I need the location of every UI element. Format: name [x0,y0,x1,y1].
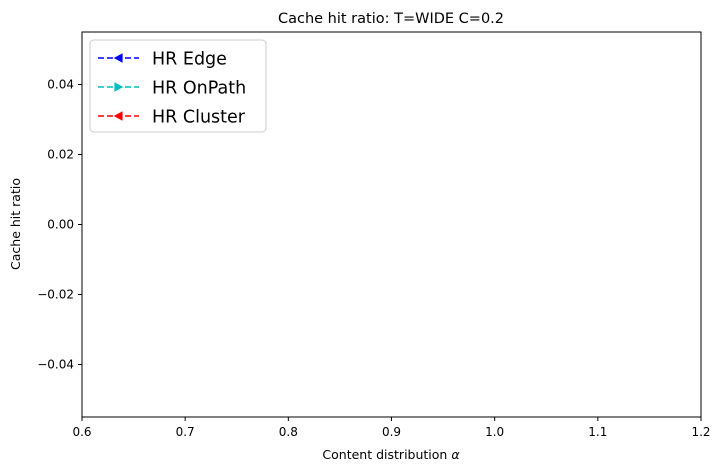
axis-ticks: 0.6 0.7 0.8 0.9 1.0 1.1 1.2 −0.04 −0.02 0.00 0.02 0… [37,78,710,440]
legend-label: HR OnPath [152,79,246,99]
legend-marker [113,111,123,121]
x-tick-label: 1.0 [485,425,504,439]
plot-area-frame [81,31,702,418]
y-axis-label: Cache hit ratio [8,178,23,270]
x-tick-label: 0.7 [176,425,195,439]
legend-marker [113,53,123,63]
y-tick-label: −0.02 [37,288,74,302]
x-tick-label: 0.6 [72,425,91,439]
chart-title: Cache hit ratio: T=WIDE C=0.2 [278,11,504,27]
x-axis-label-symbol: α [451,447,460,462]
legend-entries: HR Edge HR OnPath HR Cluster [98,50,246,128]
legend-label: HR Edge [152,50,227,70]
x-axis-label-prefix: Content distribution [322,447,451,462]
y-tick-label: 0.02 [47,148,74,162]
y-tick-label: 0.04 [47,78,74,92]
x-tick-label: 1.2 [691,425,710,439]
legend: HR Edge HR OnPath HR Cluster [89,39,267,133]
x-axis-label: Content distribution α [322,447,460,462]
y-tick-label: −0.04 [37,358,74,372]
x-tick-label: 1.1 [588,425,607,439]
x-tick-label: 0.8 [279,425,298,439]
x-tick-label: 0.9 [382,425,401,439]
legend-box [89,39,267,133]
legend-marker [114,82,124,92]
legend-label: HR Cluster [152,108,246,128]
y-tick-label: 0.00 [47,218,74,232]
